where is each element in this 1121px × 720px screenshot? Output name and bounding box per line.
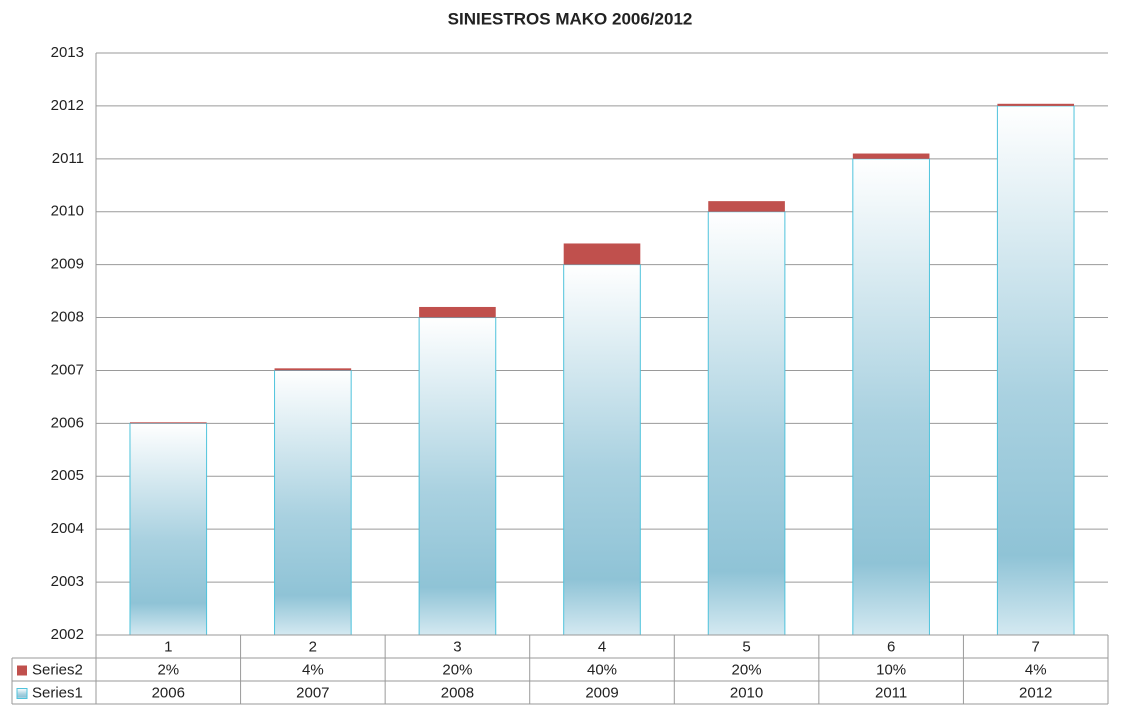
bar [852,153,930,159]
table-value: 40% [587,661,617,678]
table-value: 20% [732,661,762,678]
x-tick-label: 3 [453,638,461,655]
x-tick-label: 6 [887,638,895,655]
x-tick-label: 4 [598,638,606,655]
x-tick-label: 1 [164,638,172,655]
bar [708,201,785,212]
bar [129,422,208,636]
table-value: 2% [157,661,179,678]
table-value: 2009 [585,684,618,701]
y-tick-label: 2008 [51,309,84,326]
y-tick-label: 2013 [51,44,84,61]
bar [274,368,352,371]
table-value: 4% [1025,661,1047,678]
table-value: 2011 [875,684,907,701]
table-value: 4% [302,661,324,678]
bar [419,306,496,318]
y-tick-label: 2011 [52,150,84,167]
legend-label: Series1 [32,684,83,701]
bar [274,369,352,636]
chart-title: SINIESTROS MAKO 2006/2012 [448,9,693,28]
table-value: 2012 [1019,684,1052,701]
y-tick-label: 2009 [51,256,84,273]
legend-key [17,665,27,676]
x-tick-label: 2 [309,638,317,655]
y-tick-label: 2004 [51,520,84,537]
table-value: 20% [442,661,472,678]
table-value: 2010 [730,684,763,701]
bar [996,105,1075,636]
table-value: 2006 [152,684,185,701]
bar [129,422,207,424]
table-value: 10% [876,661,906,678]
y-tick-label: 2006 [51,414,84,431]
x-tick-label: 5 [742,638,750,655]
bar [852,158,930,636]
legend-key [16,688,28,699]
y-tick-label: 2007 [51,361,84,378]
x-tick-label: 7 [1032,638,1040,655]
y-tick-label: 2010 [51,203,84,220]
legend-label: Series2 [32,661,83,678]
bar [563,264,641,636]
y-tick-label: 2005 [51,467,84,484]
bar [418,317,497,636]
table-value: 2008 [441,684,474,701]
y-tick-label: 2002 [51,626,84,643]
bar [707,211,786,636]
y-tick-label: 2003 [51,573,84,590]
y-tick-label: 2012 [51,97,84,114]
bar [997,103,1075,106]
table-value: 2007 [296,684,329,701]
bar [563,243,641,265]
